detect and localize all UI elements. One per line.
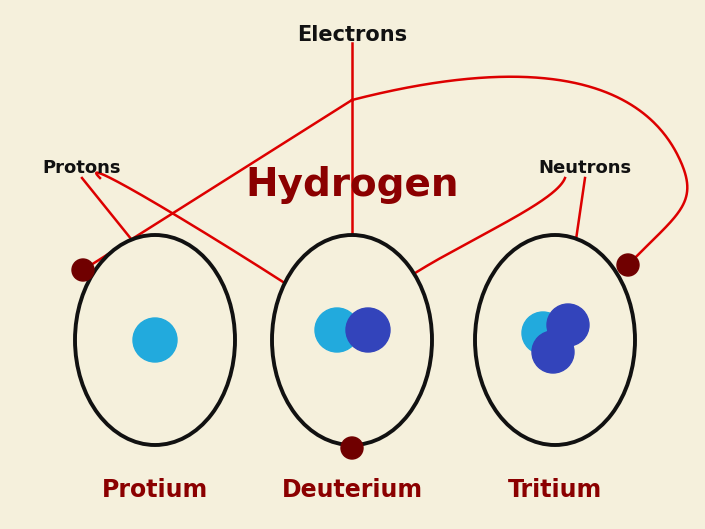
Text: Deuterium: Deuterium [281,478,422,502]
Circle shape [617,254,639,276]
Text: Tritium: Tritium [508,478,602,502]
Circle shape [547,304,589,346]
Text: Hydrogen: Hydrogen [245,166,459,204]
Circle shape [315,308,359,352]
Circle shape [522,312,564,354]
Ellipse shape [272,235,432,445]
Text: Protons: Protons [43,159,121,177]
Circle shape [346,308,390,352]
Text: Neutrons: Neutrons [539,159,632,177]
Circle shape [532,331,574,373]
Ellipse shape [75,235,235,445]
Circle shape [133,318,177,362]
Circle shape [341,437,363,459]
Ellipse shape [475,235,635,445]
Text: Electrons: Electrons [297,25,407,45]
Circle shape [72,259,94,281]
Text: Protium: Protium [102,478,208,502]
